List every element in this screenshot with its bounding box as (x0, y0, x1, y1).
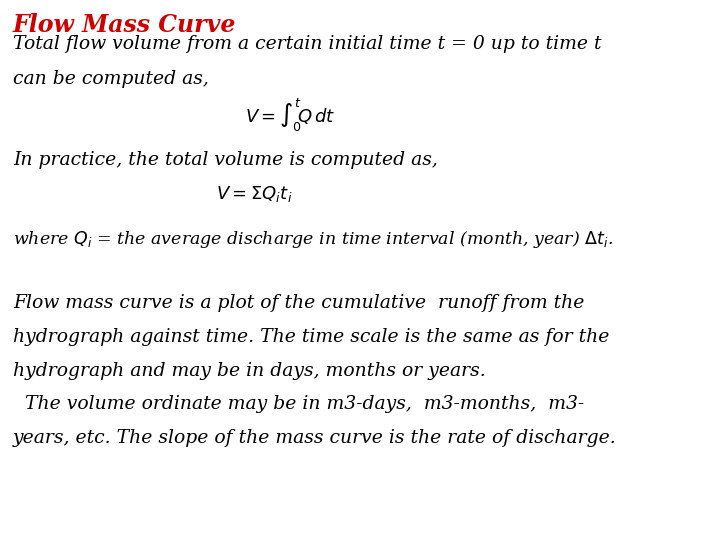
Text: hydrograph and may be in days, months or years.: hydrograph and may be in days, months or… (13, 362, 486, 380)
Text: can be computed as,: can be computed as, (13, 70, 209, 88)
Text: Flow Mass Curve: Flow Mass Curve (13, 14, 236, 37)
Text: The volume ordinate may be in m3-days,  m3-months,  m3-: The volume ordinate may be in m3-days, m… (13, 395, 584, 413)
Text: In practice, the total volume is computed as,: In practice, the total volume is compute… (13, 151, 438, 169)
Text: hydrograph against time. The time scale is the same as for the: hydrograph against time. The time scale … (13, 328, 609, 346)
Text: Flow mass curve is a plot of the cumulative  runoff from the: Flow mass curve is a plot of the cumulat… (13, 294, 585, 312)
Text: $V = \Sigma Q_i t_i$: $V = \Sigma Q_i t_i$ (216, 184, 292, 204)
Text: years, etc. The slope of the mass curve is the rate of discharge.: years, etc. The slope of the mass curve … (13, 429, 617, 447)
Text: Total flow volume from a certain initial time t = 0 up to time t: Total flow volume from a certain initial… (13, 35, 601, 53)
Text: $V = \int_0^t\!Q\,dt$: $V = \int_0^t\!Q\,dt$ (245, 97, 336, 134)
Text: where $Q_i$ = the average discharge in time interval (month, year) $\Delta t_i$.: where $Q_i$ = the average discharge in t… (13, 230, 613, 251)
